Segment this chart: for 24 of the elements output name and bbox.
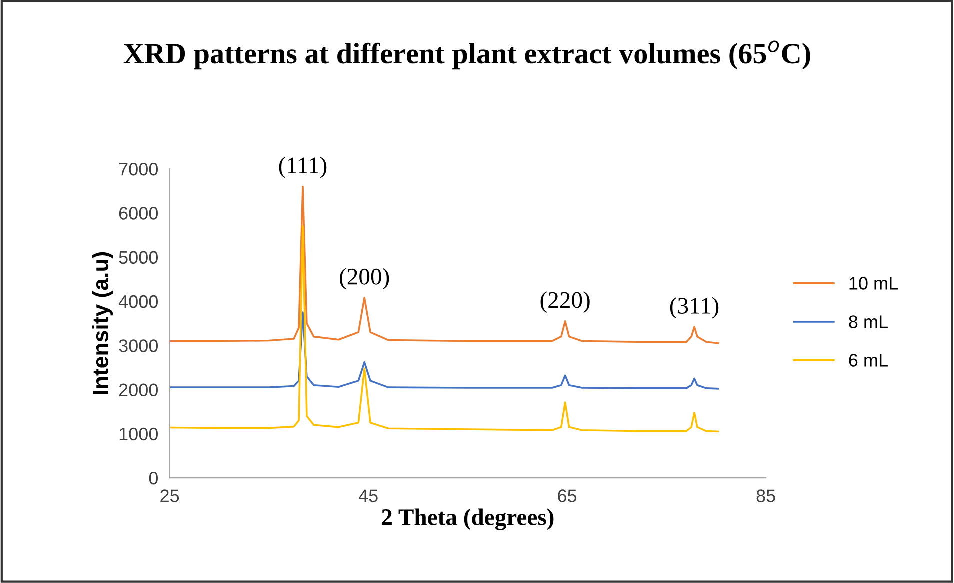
legend-label: 6 mL <box>849 354 888 367</box>
annotation: (200) <box>340 268 390 290</box>
y-tick-label: 5000 <box>119 251 158 264</box>
x-tick-label: 85 <box>756 490 776 502</box>
annotation: (220) <box>540 292 590 314</box>
y-tick-label: 1000 <box>120 428 158 441</box>
x-tick-label: 45 <box>358 490 378 502</box>
chart-title: XRD patterns at different plant extract volumes (65$^{o}$C) <box>124 40 810 70</box>
x-tick-label: 65 <box>558 490 577 502</box>
annotation: (111) <box>279 156 327 178</box>
x-tick-label: 25 <box>160 490 180 502</box>
line-series <box>170 186 720 344</box>
x-axis-title: 2 Theta (degrees) <box>382 508 554 530</box>
y-tick-label: 4000 <box>118 295 158 308</box>
y-axis-title: Intensity (a.u) <box>92 252 113 394</box>
y-tick-label: 2000 <box>119 384 158 396</box>
annotation: (311) <box>670 297 719 319</box>
legend-label: 8 mL <box>849 316 888 328</box>
line-series <box>170 226 720 433</box>
y-tick-label: 3000 <box>119 340 158 352</box>
y-tick-label: 6000 <box>119 207 158 220</box>
y-tick-label: 7000 <box>119 163 158 176</box>
y-tick-label: 0 <box>149 472 158 485</box>
legend-label: 10 mL <box>850 277 898 290</box>
